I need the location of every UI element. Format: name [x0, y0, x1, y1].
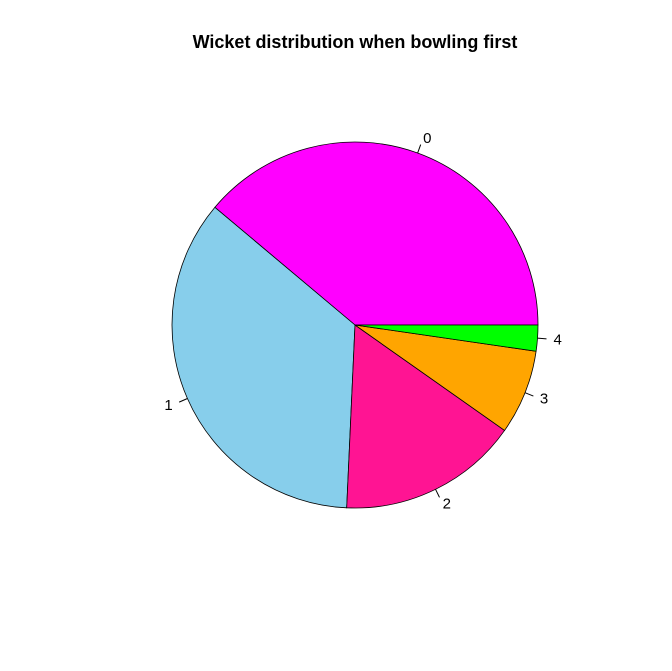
pie-label-3: 3	[540, 391, 548, 408]
pie-slice-2	[346, 324, 506, 509]
pie-slice-1	[171, 206, 356, 509]
pie-label-2: 2	[443, 496, 451, 513]
pie-label-1: 1	[164, 397, 172, 414]
chart-title: Wicket distribution when bowling first	[193, 32, 518, 52]
pie-label-tick-2	[435, 489, 440, 498]
pie-label-tick-3	[524, 392, 534, 397]
pie-slice-4	[354, 324, 539, 352]
pie-label-tick-0	[417, 144, 422, 154]
pie-labels: 0 1 2 3 4	[164, 130, 561, 513]
pie-label-tick-1	[178, 398, 188, 403]
pie-label-0: 0	[423, 130, 431, 147]
pie-label-4: 4	[553, 331, 561, 348]
pie-slices	[171, 141, 539, 509]
pie-label-tick-4	[537, 337, 547, 340]
